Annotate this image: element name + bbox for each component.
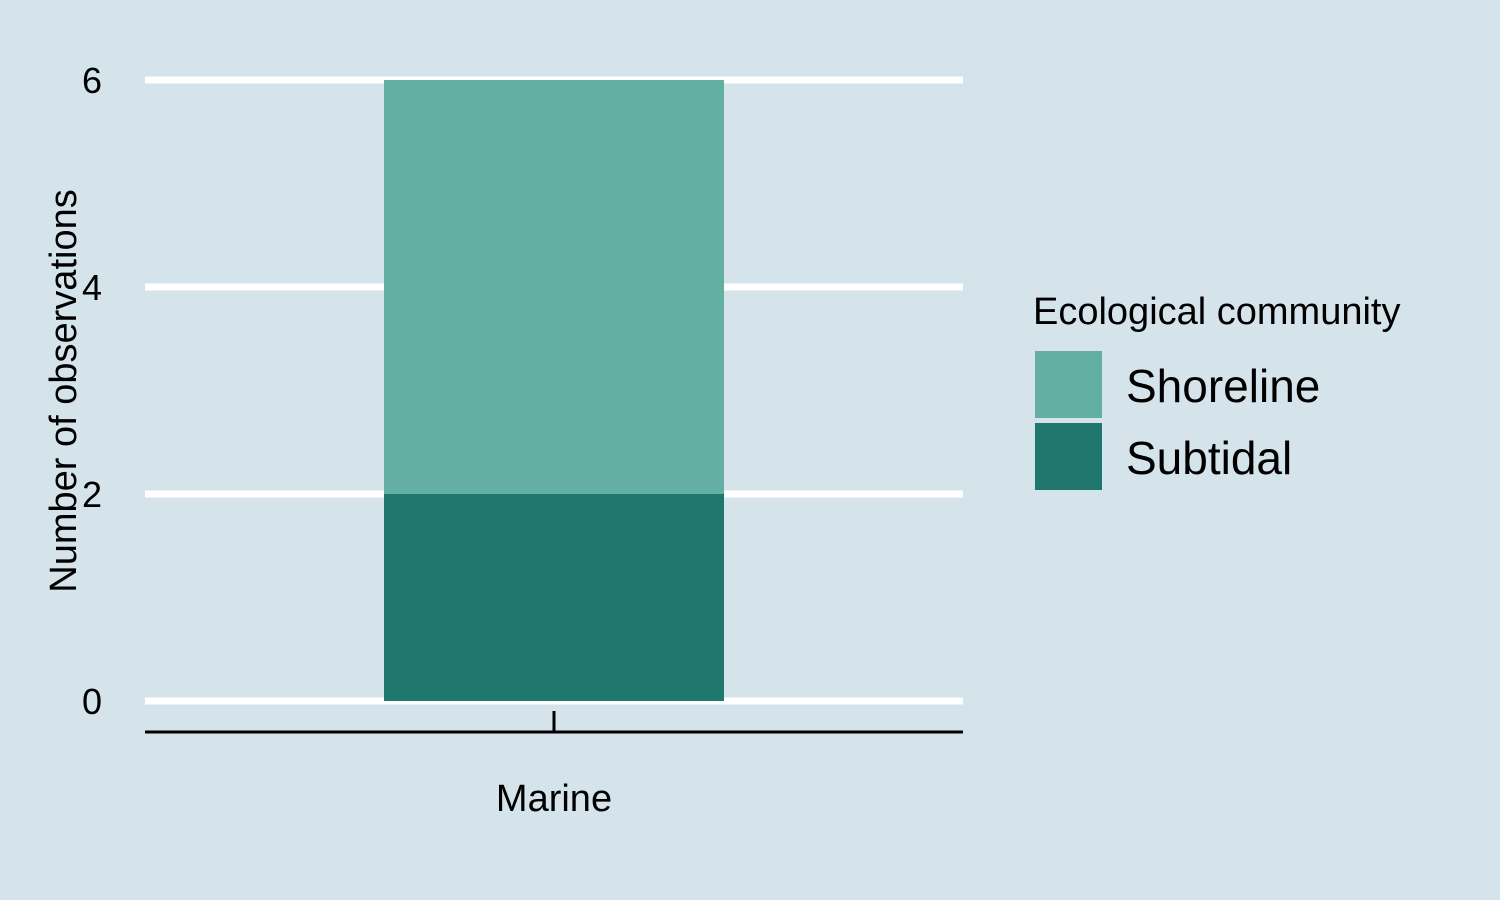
bar-segment-shoreline [384, 80, 724, 494]
y-axis-ticks: 0 2 4 6 [82, 60, 102, 722]
y-tick-label: 0 [82, 681, 102, 722]
bar-segment-subtidal [384, 494, 724, 701]
x-axis: Marine [145, 711, 963, 820]
legend-key-subtidal [1035, 423, 1102, 490]
y-axis-title: Number of observations [43, 189, 85, 592]
y-tick-label: 6 [82, 60, 102, 101]
bars [384, 80, 724, 701]
y-tick-label: 4 [82, 267, 102, 308]
x-tick-label: Marine [496, 778, 612, 820]
legend-key-shoreline [1035, 351, 1102, 418]
legend: Ecological community Shoreline Subtidal [1033, 291, 1400, 490]
legend-label-subtidal: Subtidal [1126, 432, 1292, 484]
legend-title: Ecological community [1033, 291, 1400, 333]
y-tick-label: 2 [82, 474, 102, 515]
legend-label-shoreline: Shoreline [1126, 360, 1320, 412]
